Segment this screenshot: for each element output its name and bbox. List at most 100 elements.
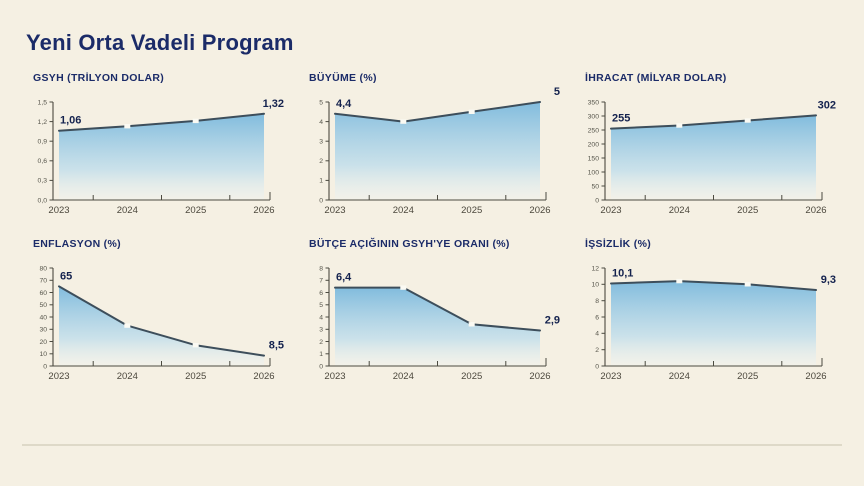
y-tick-label: 8: [319, 265, 323, 272]
chart-title-buyume: BÜYÜME (%): [309, 72, 377, 84]
first-value-label: 10,1: [612, 268, 633, 280]
y-tick-label: 250: [588, 127, 600, 134]
y-tick-label: 350: [588, 99, 600, 106]
y-tick-label: 7: [319, 278, 323, 285]
y-tick-label: 200: [588, 141, 600, 148]
chart-title-ihracat: İHRACAT (MİLYAR DOLAR): [585, 72, 727, 84]
x-tick-label: 2024: [117, 205, 138, 216]
y-tick-label: 6: [319, 290, 323, 297]
x-tick-label: 2026: [805, 371, 826, 382]
x-tick-label: 2025: [461, 205, 482, 216]
data-point-marker: [124, 323, 131, 328]
y-tick-label: 2: [319, 339, 323, 346]
y-tick-label: 5: [319, 99, 323, 106]
x-tick-label: 2026: [529, 371, 550, 382]
data-point-marker: [192, 343, 199, 348]
y-tick-label: 100: [588, 169, 600, 176]
x-tick-label: 2023: [324, 371, 345, 382]
x-tick-label: 2023: [600, 371, 621, 382]
data-point-marker: [744, 118, 751, 123]
series-line: [610, 280, 817, 291]
data-point-marker: [468, 322, 475, 327]
data-point-marker: [676, 123, 683, 128]
chart-card-enflasyon: ENFLASYON (%) 0 10 20 30 40 50 60 70 80 2023 2024 2…: [26, 238, 288, 392]
area-fill: [611, 281, 816, 366]
chart-card-buyume: BÜYÜME (%) 0 1 2 3 4 5 2023 2024 2025 2026 4,4 5: [302, 72, 564, 226]
x-tick-label: 2023: [600, 205, 621, 216]
series-line: [334, 101, 541, 123]
x-tick-label: 2026: [805, 205, 826, 216]
last-value-label: 9,3: [821, 274, 836, 286]
x-tick-label: 2025: [737, 371, 758, 382]
x-tick-label: 2023: [48, 371, 69, 382]
y-tick-label: 40: [39, 314, 47, 321]
series-line: [58, 285, 265, 357]
y-tick-label: 80: [39, 265, 47, 272]
x-tick-label: 2024: [393, 371, 414, 382]
y-tick-label: 4: [319, 314, 323, 321]
data-point-marker: [124, 124, 131, 129]
data-point-marker: [744, 282, 751, 287]
x-tick-label: 2025: [461, 371, 482, 382]
y-tick-label: 4: [595, 331, 599, 338]
y-tick-label: 0: [319, 363, 323, 370]
y-tick-label: 50: [591, 183, 599, 190]
charts-grid: GSYH (TRİLYON DOLAR) 0,0 0,3 0,6 0,9 1,2 1,5 2…: [26, 72, 840, 392]
y-tick-label: 3: [319, 139, 323, 146]
x-tick-label: 2025: [185, 371, 206, 382]
area-fill: [59, 113, 264, 200]
chart-card-gsyh: GSYH (TRİLYON DOLAR) 0,0 0,3 0,6 0,9 1,2 1,5 2…: [26, 72, 288, 226]
area-fill: [335, 287, 540, 366]
x-tick-label: 2025: [737, 205, 758, 216]
y-tick-label: 300: [588, 113, 600, 120]
x-tick-label: 2023: [324, 205, 345, 216]
x-tick-label: 2024: [669, 371, 690, 382]
y-tick-label: 50: [39, 302, 47, 309]
y-tick-label: 10: [39, 351, 47, 358]
y-tick-label: 60: [39, 290, 47, 297]
last-value-label: 1,32: [263, 98, 284, 110]
x-tick-label: 2025: [185, 205, 206, 216]
area-chart-butce: 0 1 2 3 4 5 6 7 8 2023 2024 2025 2026 6,4 2,9: [319, 265, 560, 382]
y-tick-label: 0: [595, 197, 599, 204]
data-point-marker: [676, 278, 683, 284]
y-tick-label: 12: [591, 265, 599, 272]
y-tick-label: 6: [595, 314, 599, 321]
y-tick-label: 5: [319, 302, 323, 309]
page-title: Yeni Orta Vadeli Program: [26, 30, 294, 55]
x-tick-label: 2024: [117, 371, 138, 382]
first-value-label: 6,4: [336, 272, 352, 284]
chart-card-butce: BÜTÇE AÇIĞININ GSYH'YE ORANI (%) 0 1 2 3 4 5 6…: [302, 238, 564, 392]
x-tick-label: 2023: [48, 205, 69, 216]
y-tick-label: 0,6: [38, 158, 48, 165]
page-container: Yeni Orta Vadeli Program GSYH (TRİLYON D…: [26, 30, 840, 392]
x-tick-label: 2026: [253, 371, 274, 382]
x-tick-label: 2026: [529, 205, 550, 216]
y-tick-label: 1: [319, 178, 323, 185]
x-tick-label: 2024: [393, 205, 414, 216]
y-tick-label: 2: [595, 347, 599, 354]
series-line: [610, 114, 817, 130]
y-tick-label: 4: [319, 119, 323, 126]
x-tick-label: 2026: [253, 205, 274, 216]
chart-card-issizlik: İŞSİZLİK (%) 0 2 4 6 8 10 12 2023 2024 2025 2026 10…: [578, 238, 840, 392]
y-tick-label: 1: [319, 351, 323, 358]
series-line: [334, 286, 541, 332]
first-value-label: 65: [60, 270, 72, 282]
y-tick-label: 3: [319, 327, 323, 334]
y-tick-label: 10: [591, 282, 599, 289]
footer-divider: [22, 444, 842, 446]
first-value-label: 255: [612, 113, 630, 125]
y-tick-label: 8: [595, 298, 599, 305]
y-tick-label: 0: [595, 363, 599, 370]
y-tick-label: 0: [319, 197, 323, 204]
data-point-marker: [400, 285, 407, 290]
data-point-marker: [468, 109, 475, 114]
first-value-label: 1,06: [60, 115, 81, 127]
first-value-label: 4,4: [336, 98, 352, 110]
last-value-label: 2,9: [545, 315, 560, 327]
area-chart-ihracat: 0 50 100 150 200 250 300 350 2023 2024 2025 2026 255…: [588, 99, 836, 216]
y-tick-label: 0,3: [38, 178, 48, 185]
y-tick-label: 150: [588, 155, 600, 162]
last-value-label: 8,5: [269, 340, 284, 352]
